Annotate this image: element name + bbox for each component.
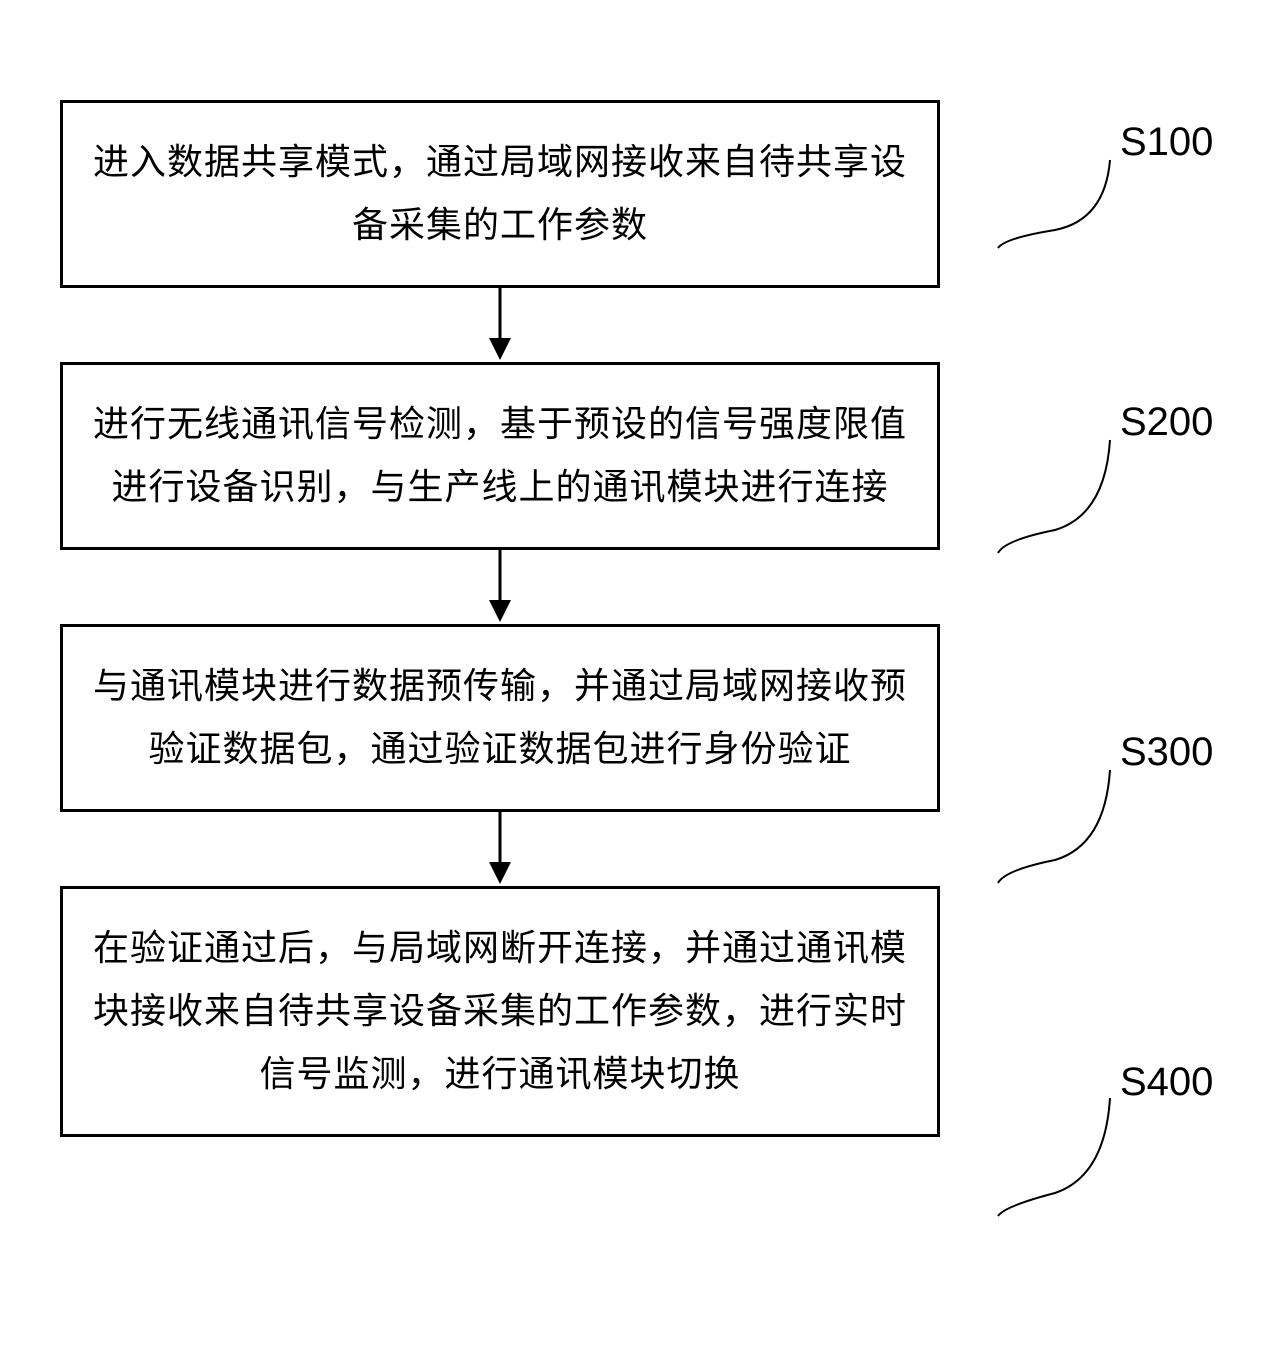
arrow-1: [60, 288, 940, 362]
flow-step-text: 与通讯模块进行数据预传输，并通过局域网接收预验证数据包，通过验证数据包进行身份验…: [93, 666, 907, 769]
flow-step-text: 进入数据共享模式，通过局域网接收来自待共享设备采集的工作参数: [93, 142, 907, 245]
connector-s100: [995, 160, 1195, 250]
step-label-s100: S100: [1120, 120, 1213, 165]
flowchart-container: S100 S200 S300 S400 进入数据共享模式，通过局域网接收来自待共…: [60, 100, 1160, 1137]
arrow-down-icon: [480, 812, 520, 886]
connector-s400: [995, 1098, 1195, 1218]
flow-step-s100: 进入数据共享模式，通过局域网接收来自待共享设备采集的工作参数: [60, 100, 940, 288]
arrow-down-icon: [480, 288, 520, 362]
flow-step-s300: 与通讯模块进行数据预传输，并通过局域网接收预验证数据包，通过验证数据包进行身份验…: [60, 624, 940, 812]
flow-step-text: 在验证通过后，与局域网断开连接，并通过通讯模块接收来自待共享设备采集的工作参数，…: [93, 928, 907, 1094]
flow-step-s200: 进行无线通讯信号检测，基于预设的信号强度限值进行设备识别，与生产线上的通讯模块进…: [60, 362, 940, 550]
connector-s200: [995, 440, 1195, 555]
step-label-s300: S300: [1120, 730, 1213, 775]
flow-step-s400: 在验证通过后，与局域网断开连接，并通过通讯模块接收来自待共享设备采集的工作参数，…: [60, 886, 940, 1137]
flow-step-text: 进行无线通讯信号检测，基于预设的信号强度限值进行设备识别，与生产线上的通讯模块进…: [93, 404, 907, 507]
arrow-down-icon: [480, 550, 520, 624]
connector-s300: [995, 770, 1195, 885]
step-label-s200: S200: [1120, 400, 1213, 445]
arrow-3: [60, 812, 940, 886]
arrow-2: [60, 550, 940, 624]
